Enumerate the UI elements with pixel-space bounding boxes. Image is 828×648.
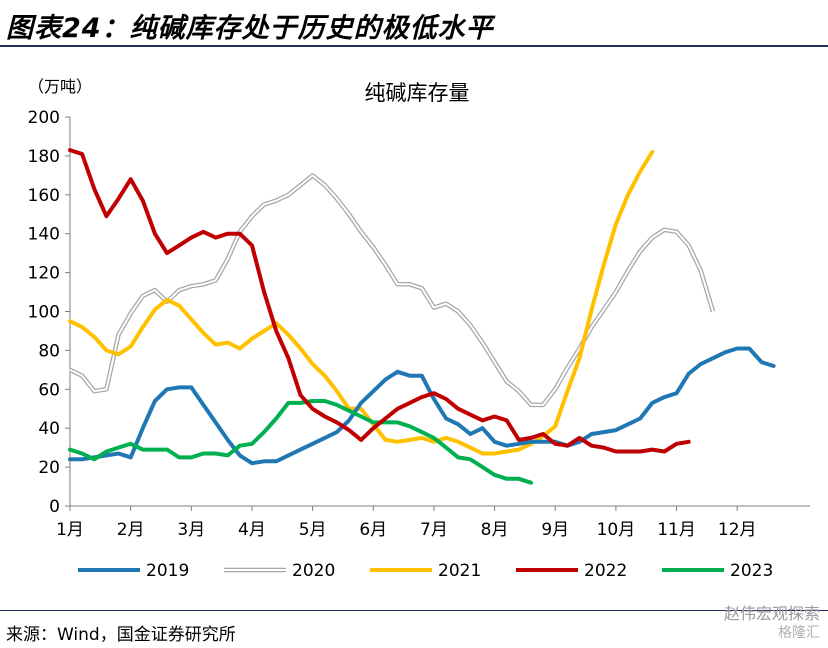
y-tick-label: 40 xyxy=(38,419,60,439)
series-line-2020 xyxy=(69,174,714,406)
x-tick-label: 4月 xyxy=(238,520,266,540)
x-tick-label: 1月 xyxy=(56,520,84,540)
y-tick-label: 200 xyxy=(28,108,60,128)
x-tick-label: 9月 xyxy=(541,520,569,540)
series-line-2022 xyxy=(68,148,691,454)
y-tick-label: 180 xyxy=(28,147,60,167)
legend: 2019 2020 2021 2022 2023 xyxy=(78,561,773,581)
legend-label-2023: 2023 xyxy=(730,561,773,581)
title-rule xyxy=(0,45,828,47)
source-note: 来源：Wind，国金证券研究所 xyxy=(6,625,236,645)
y-tick-label: 100 xyxy=(28,303,60,323)
legend-label-2021: 2021 xyxy=(438,561,481,581)
series-line-2019 xyxy=(68,346,776,466)
x-tick-label: 11月 xyxy=(657,520,696,540)
x-tick-label: 10月 xyxy=(597,520,636,540)
watermark-secondary: 格隆汇 xyxy=(778,625,820,641)
legend-label-2022: 2022 xyxy=(584,561,627,581)
series-line-2021 xyxy=(68,150,655,456)
chart: 纯碱库存量 （万吨） 0 20 40 60 80 100 120 140 160 180 200 1… xyxy=(28,77,810,581)
y-tick-label: 160 xyxy=(28,186,60,206)
y-axis-ticks: 0 20 40 60 80 100 120 140 160 180 200 xyxy=(28,108,70,517)
x-tick-label: 5月 xyxy=(299,520,327,540)
x-axis-ticks: 1月 2月 3月 4月 5月 6月 7月 8月 9月 10月 11月 12月 xyxy=(56,506,757,540)
y-axis-unit: （万吨） xyxy=(28,77,92,96)
x-tick-label: 8月 xyxy=(481,520,509,540)
x-tick-label: 3月 xyxy=(177,520,205,540)
legend-label-2019: 2019 xyxy=(146,561,189,581)
series-lines xyxy=(68,148,776,485)
x-tick-label: 12月 xyxy=(718,520,757,540)
series-line-2023 xyxy=(68,399,533,485)
y-tick-label: 0 xyxy=(49,497,60,517)
y-tick-label: 60 xyxy=(38,380,60,400)
chart-title: 纯碱库存量 xyxy=(365,81,470,105)
y-tick-label: 120 xyxy=(28,264,60,284)
x-tick-label: 2月 xyxy=(117,520,145,540)
watermark: 赵伟宏观探索 xyxy=(723,604,820,623)
x-tick-label: 6月 xyxy=(359,520,387,540)
footer-rule xyxy=(0,610,828,611)
legend-label-2020: 2020 xyxy=(292,561,335,581)
y-tick-label: 80 xyxy=(38,341,60,361)
x-tick-label: 7月 xyxy=(420,520,448,540)
y-tick-label: 20 xyxy=(38,458,60,478)
y-tick-label: 140 xyxy=(28,225,60,245)
figure-title: 图表24：纯碱库存处于历史的极低水平 xyxy=(6,13,494,44)
